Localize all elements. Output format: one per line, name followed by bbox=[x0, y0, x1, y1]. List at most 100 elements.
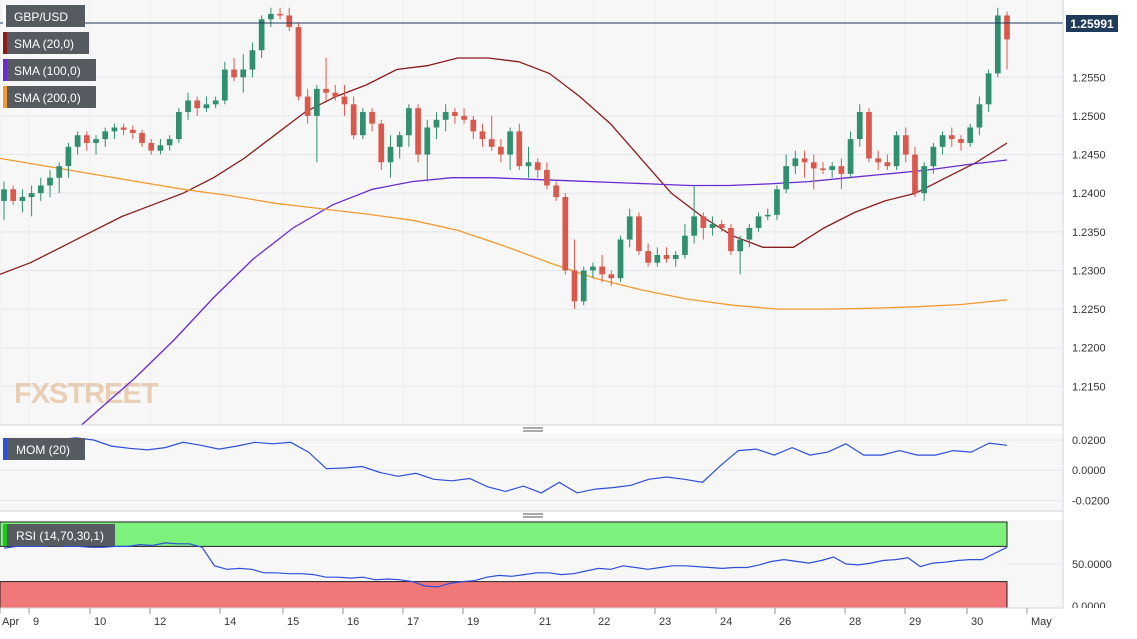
candle-body bbox=[810, 162, 817, 169]
price-tick-label: 1.2350 bbox=[1072, 227, 1106, 239]
candle-body bbox=[774, 189, 780, 215]
candle-body bbox=[461, 115, 467, 120]
candle-body bbox=[516, 131, 523, 167]
candle-body bbox=[341, 96, 348, 105]
candle-body bbox=[498, 146, 504, 155]
candle-body bbox=[580, 270, 587, 302]
svg-text:SMA (100,0): SMA (100,0) bbox=[14, 64, 81, 78]
sma100-line bbox=[54, 159, 1008, 449]
candle-body bbox=[562, 197, 569, 271]
candle-body bbox=[56, 166, 63, 178]
mom-panel-bg bbox=[0, 434, 1063, 511]
candle-body bbox=[985, 73, 992, 105]
price-tick-label: 1.2450 bbox=[1072, 150, 1106, 162]
candle-body bbox=[304, 96, 311, 116]
candle-body bbox=[37, 185, 44, 194]
legend-sma100[interactable]: SMA (100,0) bbox=[3, 59, 96, 81]
candle-body bbox=[277, 13, 283, 16]
candle-body bbox=[921, 166, 928, 194]
mom-tick-label: 0.0000 bbox=[1072, 465, 1106, 477]
x-tick-label: 30 bbox=[971, 616, 983, 628]
x-tick-label: 9 bbox=[33, 616, 39, 628]
candle-body bbox=[866, 112, 872, 159]
candle-body bbox=[994, 15, 1001, 74]
candle-body bbox=[884, 162, 891, 167]
svg-text:RSI (14,70,30,1): RSI (14,70,30,1) bbox=[16, 529, 104, 543]
legend-rsi[interactable]: RSI (14,70,30,1) bbox=[3, 524, 115, 546]
candle-body bbox=[65, 146, 72, 167]
panel-splitter-1[interactable] bbox=[0, 425, 1063, 434]
candle-body bbox=[433, 119, 440, 128]
candle-body bbox=[369, 112, 375, 124]
candle-body bbox=[10, 189, 17, 201]
candle-body bbox=[746, 227, 753, 240]
rsi-oversold-zone bbox=[0, 581, 1008, 609]
candle-body bbox=[28, 193, 35, 198]
x-tick-label: May bbox=[1031, 616, 1052, 628]
svg-text:SMA (200,0): SMA (200,0) bbox=[14, 91, 81, 105]
current-price-tag bbox=[1066, 15, 1118, 32]
mom-line bbox=[4, 437, 1008, 494]
x-tick-label: 28 bbox=[849, 616, 861, 628]
candle-body bbox=[194, 100, 201, 109]
svg-text:SMA (20,0): SMA (20,0) bbox=[14, 37, 74, 51]
candle-body bbox=[83, 135, 90, 143]
legend-mom[interactable]: MOM (20) bbox=[3, 438, 85, 460]
candle-body bbox=[590, 266, 596, 271]
candle-body bbox=[479, 131, 486, 140]
mom-tick-label: -0.0200 bbox=[1072, 495, 1109, 507]
sma200-line bbox=[0, 157, 1008, 310]
candle-body bbox=[175, 112, 182, 140]
candle-body bbox=[801, 158, 808, 163]
price-tick-label: 1.2250 bbox=[1072, 304, 1106, 316]
panel-splitter-2[interactable] bbox=[0, 511, 1063, 520]
candle-body bbox=[424, 127, 431, 155]
candle-body bbox=[452, 112, 458, 116]
legend-sma200[interactable]: SMA (200,0) bbox=[3, 86, 96, 108]
candle-body bbox=[378, 123, 385, 163]
candle-body bbox=[47, 177, 53, 186]
candle-body bbox=[718, 224, 725, 228]
candle-body bbox=[415, 108, 421, 155]
price-axis-bg bbox=[1063, 0, 1137, 425]
candle-body bbox=[636, 216, 642, 252]
candle-body bbox=[682, 235, 688, 255]
x-tick-label: 29 bbox=[909, 616, 921, 628]
candle-body bbox=[672, 255, 679, 259]
candle-body bbox=[571, 270, 578, 302]
svg-text:GBP/USD: GBP/USD bbox=[14, 10, 68, 24]
candle-body bbox=[967, 127, 974, 143]
candle-body bbox=[893, 135, 900, 167]
candle-body bbox=[470, 119, 477, 132]
candle-body bbox=[838, 166, 845, 174]
price-tick-label: 1.2300 bbox=[1072, 265, 1106, 277]
x-tick-label: 14 bbox=[224, 616, 236, 628]
legend-symbol[interactable]: GBP/USD bbox=[3, 5, 85, 27]
candle-body bbox=[820, 168, 826, 170]
candle-body bbox=[240, 69, 247, 78]
candle-body bbox=[387, 146, 394, 163]
candle-body bbox=[1004, 15, 1010, 40]
candle-body bbox=[755, 216, 762, 228]
candle-body bbox=[268, 13, 274, 20]
candle-body bbox=[626, 216, 633, 240]
rsi-overbought-zone bbox=[0, 521, 1008, 547]
candle-body bbox=[221, 69, 228, 101]
sma-lines bbox=[0, 57, 1008, 449]
candle-body bbox=[608, 274, 615, 279]
x-tick-label: 15 bbox=[287, 616, 299, 628]
candle-body bbox=[958, 139, 964, 143]
sma20-line bbox=[0, 57, 1008, 275]
candle-body bbox=[764, 214, 771, 217]
candle-body bbox=[930, 146, 937, 167]
candle-body bbox=[939, 135, 946, 147]
legend-sma20[interactable]: SMA (20,0) bbox=[3, 32, 89, 54]
candle-body bbox=[258, 19, 265, 51]
candle-body bbox=[120, 127, 127, 130]
candle-body bbox=[792, 158, 799, 167]
candle-body bbox=[157, 145, 164, 151]
candle-body bbox=[534, 162, 541, 170]
candle-body bbox=[912, 154, 918, 194]
x-tick-label: 22 bbox=[598, 616, 610, 628]
